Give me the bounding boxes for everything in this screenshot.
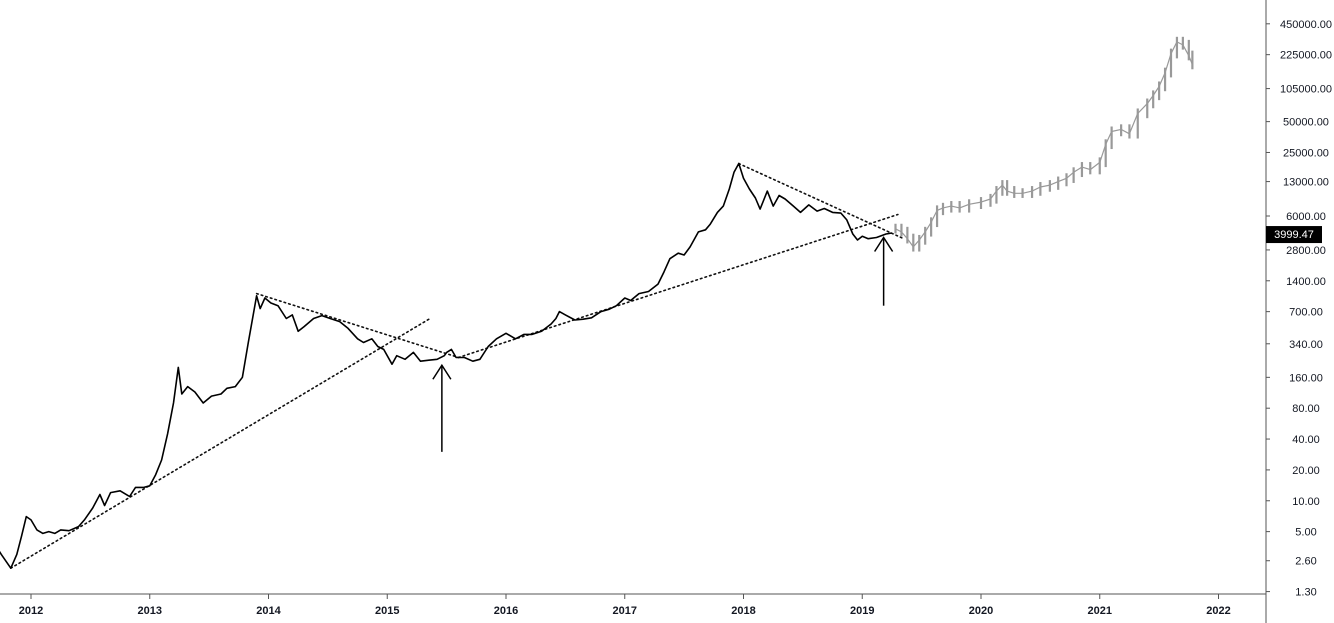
x-tick-label: 2021 (1088, 605, 1112, 617)
up-arrow-icon (432, 363, 452, 452)
y-tick-label: 20.00 (1292, 465, 1320, 477)
y-tick-label: 225000.00 (1280, 50, 1332, 62)
y-tick-label: 10.00 (1292, 496, 1320, 508)
annotations (432, 236, 894, 452)
y-tick-label: 2.60 (1295, 556, 1316, 568)
y-tick-label: 50000.00 (1283, 117, 1329, 129)
series-line-historical (0, 162, 893, 569)
x-tick-label: 2014 (256, 605, 281, 617)
y-tick-label: 1400.00 (1286, 276, 1326, 288)
y-tick-label: 5.00 (1295, 527, 1316, 539)
y-tick-label: 40.00 (1292, 434, 1320, 446)
y-tick-label: 450000.00 (1280, 19, 1332, 31)
trendline-support-2011-2015 (10, 318, 430, 569)
y-tick-label: 13000.00 (1283, 177, 1329, 189)
series-path-projection (895, 41, 1193, 248)
trendline-support-2015-2019 (457, 213, 899, 359)
x-tick-label: 2016 (494, 605, 518, 617)
y-tick-label: 340.00 (1289, 339, 1323, 351)
x-tick-label: 2013 (138, 605, 162, 617)
x-tick-label: 2019 (850, 605, 874, 617)
trendline-resistance-2013-2015 (255, 292, 460, 359)
arrow-head (432, 363, 452, 380)
x-tick-label: 2012 (19, 605, 43, 617)
y-tick-label: 160.00 (1289, 372, 1323, 384)
y-tick-label: 6000.00 (1286, 211, 1326, 223)
y-tick-label: 25000.00 (1283, 147, 1329, 159)
last-price-badge (1266, 226, 1322, 244)
price-series (0, 36, 1194, 569)
y-tick-label: 1.30 (1295, 587, 1316, 599)
last-price-label: 3999.47 (1266, 226, 1322, 244)
up-arrow-icon (873, 236, 894, 306)
y-tick-label: 2800.00 (1286, 245, 1326, 257)
last-price-value: 3999.47 (1274, 229, 1314, 241)
arrow-head (873, 236, 894, 252)
y-axis[interactable]: 900000.00450000.00225000.00105000.005000… (1266, 0, 1332, 599)
x-tick-label: 2022 (1206, 605, 1230, 617)
series-bars-projection (894, 36, 1194, 252)
x-tick-label: 2015 (375, 605, 399, 617)
y-tick-label: 700.00 (1289, 307, 1323, 319)
x-axis[interactable]: 2012 2013 2014 2015 2016 2017 2018 2019 2020 2021… (19, 594, 1231, 617)
y-tick-label: 105000.00 (1280, 84, 1332, 96)
x-tick-label: 2017 (613, 605, 637, 617)
y-tick-label: 80.00 (1292, 403, 1320, 415)
x-tick-label: 2020 (969, 605, 993, 617)
x-tick-label: 2018 (731, 605, 755, 617)
trendlines (10, 162, 905, 569)
trendline-resistance-2018-2019 (737, 162, 905, 240)
